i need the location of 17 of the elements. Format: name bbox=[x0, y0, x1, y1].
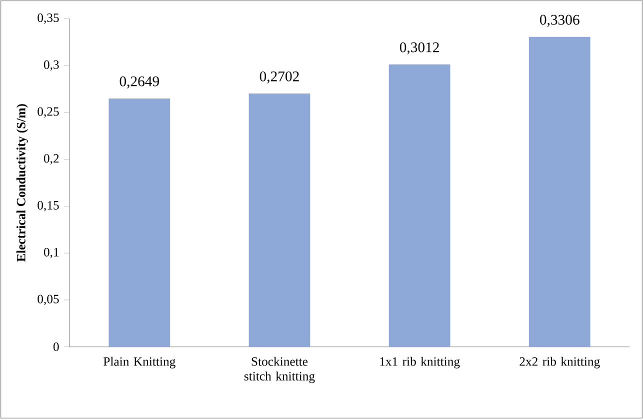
x-tick-label: Stockinette stitch knitting bbox=[244, 356, 315, 384]
data-label: 0,2702 bbox=[260, 72, 299, 84]
y-tick-label: 0,3 bbox=[44, 60, 59, 71]
y-tick-label: 0,25 bbox=[38, 107, 59, 118]
y-tick-label: 0,1 bbox=[44, 248, 59, 258]
x-tick-label: 1x1 rib knitting bbox=[380, 356, 460, 368]
data-label: 0,3306 bbox=[540, 14, 580, 27]
data-label: 0,3012 bbox=[400, 42, 439, 54]
y-tick-label: 0,05 bbox=[38, 294, 59, 306]
x-tick-label: 2x2 rib knitting bbox=[520, 356, 600, 368]
y-axis-title: Electrical Conductivity (S/m) bbox=[16, 104, 28, 262]
y-tick-label: 0 bbox=[53, 342, 59, 352]
data-label: 0,2649 bbox=[120, 76, 159, 88]
y-tick-label: 0,15 bbox=[38, 201, 59, 212]
y-tick-label: 0,2 bbox=[44, 154, 59, 165]
y-tick-label: 0,35 bbox=[38, 14, 59, 24]
x-tick-label: Plain Knitting bbox=[104, 356, 176, 368]
